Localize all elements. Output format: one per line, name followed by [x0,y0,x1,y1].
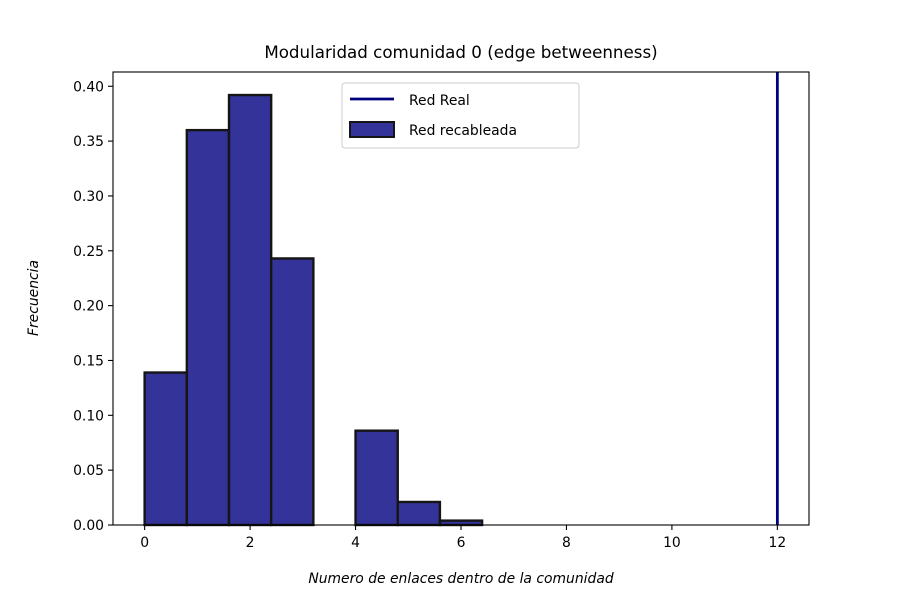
y-tick-label: 0.35 [73,134,104,150]
bars-layer [143,93,484,527]
y-tick-label: 0.15 [73,353,104,369]
histogram-bar [396,500,442,527]
histogram-bar [227,93,273,527]
x-tick-label: 10 [663,535,681,551]
histogram-bar [354,429,399,527]
legend-label-red-recableada: Red recableada [409,123,517,139]
y-axis-ticks: 0.00 0.05 0.10 0.15 0.20 0.25 0.30 0.35 0.40 [73,79,113,534]
y-tick-label: 0.30 [73,189,104,205]
x-axis-label: Numero de enlaces dentro de la comunidad [308,571,613,587]
legend: Red Real Red recableada [341,82,580,149]
chart-title: Modularidad comunidad 0 (edge betweennes… [264,42,657,62]
y-tick-label: 0.40 [73,79,104,95]
y-tick-label: 0.00 [73,518,104,534]
y-tick-label: 0.10 [73,408,104,424]
legend-box [341,82,580,149]
x-tick-label: 8 [562,535,571,551]
legend-swatch-red-recableada [349,121,395,138]
y-axis-label: Frecuencia [26,260,42,336]
x-tick-label: 2 [246,535,255,551]
histogram-bar [438,519,484,527]
y-tick-label: 0.05 [73,463,104,479]
histogram-bar [185,128,231,527]
y-tick-label: 0.25 [73,244,104,260]
legend-label-red-real: Red Real [409,93,470,109]
x-tick-label: 6 [457,535,466,551]
histogram-bar [143,371,189,527]
y-tick-label: 0.20 [73,299,104,315]
x-tick-label: 0 [140,535,149,551]
x-axis-ticks: 0 2 4 6 8 10 12 [140,525,786,551]
x-tick-label: 12 [769,535,787,551]
x-tick-label: 4 [351,535,360,551]
histogram-bar [269,257,315,527]
